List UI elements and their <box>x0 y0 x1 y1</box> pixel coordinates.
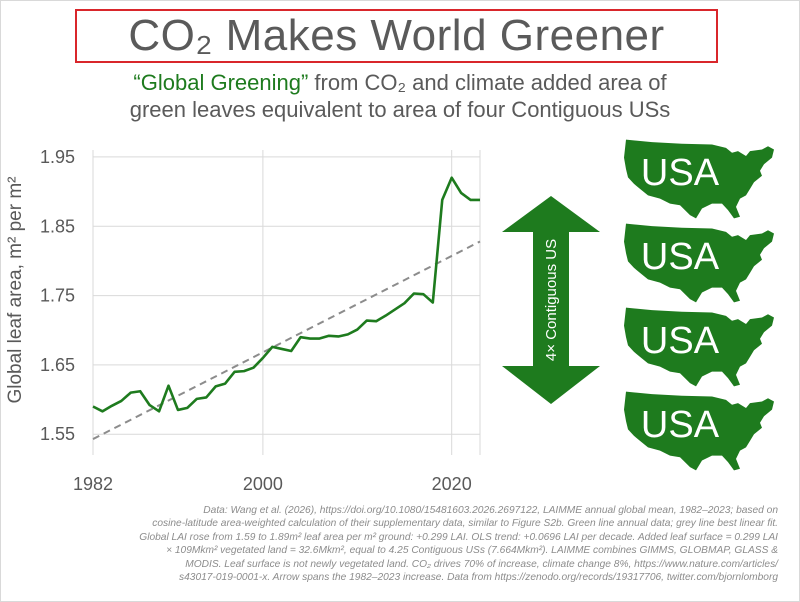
y-tick-label: 1.85 <box>40 216 75 236</box>
footnote-line: Global LAI rose from 1.59 to 1.89m² leaf… <box>139 531 778 543</box>
usa-map-icon <box>624 307 774 387</box>
y-ticks: 1.55 1.65 1.75 1.85 1.95 <box>40 147 75 444</box>
title-box: CO₂ Makes World Greener <box>75 9 718 63</box>
y-tick-label: 1.95 <box>40 147 75 167</box>
usa-map-icon <box>624 391 774 471</box>
usa-map-label: USA <box>641 152 720 194</box>
usa-map-icon <box>624 139 774 219</box>
usa-map-icon <box>624 223 774 303</box>
grid <box>92 150 481 455</box>
footnote-line: s43017-019-0001-x. Arrow spans the 1982–… <box>179 572 778 584</box>
footnote-line: Data: Wang et al. (2026), https://doi.or… <box>203 505 778 516</box>
y-tick-label: 1.75 <box>40 286 75 306</box>
footnote: Data: Wang et al. (2026), https://doi.or… <box>10 504 778 584</box>
subtitle-line-1-rest: from CO₂ and climate added area of <box>308 70 667 95</box>
trend-line <box>92 240 481 440</box>
lai-line <box>92 176 480 413</box>
chart-title: CO₂ Makes World Greener <box>128 11 665 60</box>
x-tick-label: 1982 <box>73 474 113 494</box>
x-tick-label: 2020 <box>432 474 472 494</box>
usa-map-label: USA <box>641 320 720 362</box>
usa-map-4: USA <box>624 391 774 471</box>
usa-map-1: USA <box>624 139 774 219</box>
footnote-line: × 109Mkm² vegetated land = 32.6Mkm², equ… <box>166 545 778 557</box>
subtitle-line-2: green leaves equivalent to area of four … <box>129 97 671 122</box>
arrow-shape <box>502 196 600 404</box>
arrow-label: 4× Contiguous US <box>543 239 560 361</box>
footnote-line: MODIS. Leaf surface is not newly vegetat… <box>185 558 778 570</box>
x-ticks: 1982 2000 2020 <box>73 474 472 494</box>
usa-maps: USA USA USA USA <box>624 139 774 471</box>
usa-map-label: USA <box>641 236 720 278</box>
double-arrow: 4× Contiguous US <box>502 196 600 404</box>
subtitle-line-1: “Global Greening” from CO₂ and climate a… <box>0 70 800 96</box>
footnote-line: cosine-latitude area-weighted calculatio… <box>152 518 778 530</box>
x-tick-label: 2000 <box>243 474 283 494</box>
usa-map-3: USA <box>624 307 774 387</box>
y-tick-label: 1.65 <box>40 355 75 375</box>
usa-map-2: USA <box>624 223 774 303</box>
series-lines <box>92 176 481 440</box>
usa-map-label: USA <box>641 404 720 446</box>
subtitle-highlight: “Global Greening” <box>133 70 309 95</box>
y-tick-label: 1.55 <box>40 424 75 444</box>
